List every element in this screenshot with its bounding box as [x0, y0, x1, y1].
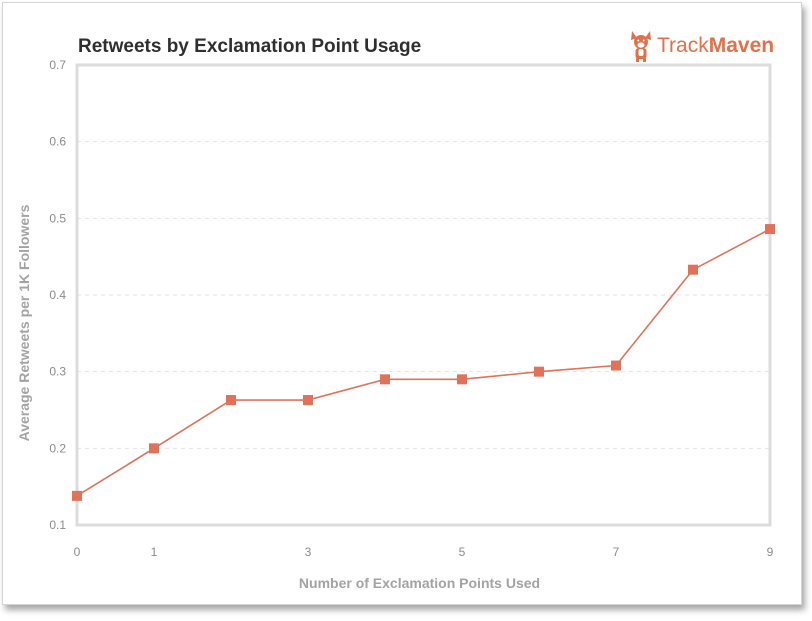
- brand-logo: TrackMaven: [629, 27, 774, 63]
- y-tick-label: 0.5: [49, 211, 66, 225]
- plot-frame: [75, 63, 772, 527]
- series-layer: [72, 224, 775, 501]
- x-tick-label: 9: [767, 545, 774, 559]
- x-axis-ticks: 0 1 3 5 7 9: [74, 545, 774, 559]
- chart-title: Retweets by Exclamation Point Usage: [78, 36, 422, 57]
- data-point: [534, 366, 544, 377]
- corgi-icon: [631, 31, 651, 62]
- x-axis-title: Number of Exclamation Points Used: [299, 575, 540, 591]
- x-tick-label: 1: [151, 545, 158, 559]
- y-tick-label: 0.4: [49, 288, 66, 302]
- x-tick-label: 0: [74, 545, 81, 559]
- x-tick-label: 3: [305, 545, 312, 559]
- series-line: [76, 228, 771, 497]
- brand-logo-text: TrackMaven: [657, 34, 774, 58]
- y-tick-label: 0.2: [49, 441, 66, 455]
- data-point: [72, 490, 82, 501]
- data-point: [688, 264, 698, 275]
- y-tick-label: 0.7: [49, 58, 66, 72]
- grid-lines: [77, 141, 770, 449]
- data-point: [611, 360, 621, 371]
- data-point: [765, 224, 775, 235]
- x-tick-label: 5: [459, 545, 466, 559]
- data-point: [149, 443, 159, 454]
- data-point: [380, 374, 390, 385]
- x-tick-label: 7: [613, 545, 620, 559]
- y-axis-ticks: 0.1 0.2 0.3 0.4 0.5 0.6 0.7: [49, 58, 66, 532]
- chart-card: Retweets by Exclamation Point Usage Trac…: [2, 2, 802, 605]
- data-point: [226, 395, 236, 406]
- data-point: [457, 374, 467, 385]
- brand-text-bold: Maven: [708, 34, 775, 57]
- y-tick-label: 0.6: [49, 135, 66, 149]
- y-axis-title: Average Retweets per 1K Followers: [16, 204, 32, 441]
- brand-text-light: Track: [657, 34, 709, 57]
- data-point: [303, 395, 313, 406]
- y-tick-label: 0.1: [49, 518, 66, 532]
- y-tick-label: 0.3: [49, 365, 66, 379]
